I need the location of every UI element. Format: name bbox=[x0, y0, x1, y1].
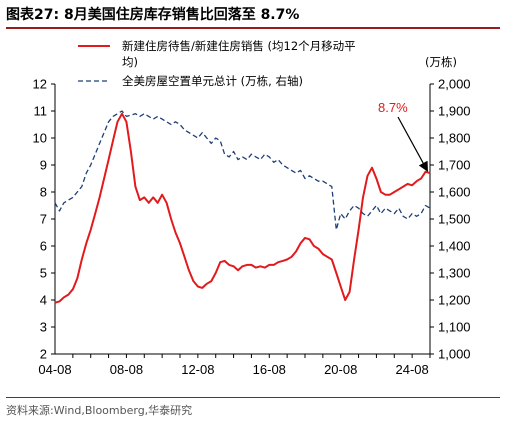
right-tick-label: 1,200 bbox=[438, 293, 471, 308]
legend-label-red-line1: 新建住房待售/新建住房销售 (均12个月移动平 bbox=[122, 39, 356, 53]
legend-label-red-line2: 均) bbox=[122, 55, 138, 69]
annotation-arrow bbox=[397, 116, 428, 172]
right-tick-label: 2,000 bbox=[438, 77, 471, 92]
right-axis-unit: (万栋) bbox=[425, 55, 457, 69]
left-tick-label: 10 bbox=[33, 131, 47, 146]
left-tick-label: 7 bbox=[40, 212, 47, 227]
left-tick-label: 9 bbox=[40, 158, 47, 173]
x-tick-label: 16-08 bbox=[253, 362, 286, 377]
right-tick-label: 1,400 bbox=[438, 239, 471, 254]
title-divider bbox=[6, 27, 500, 29]
source-note: 资料来源:Wind,Bloomberg,华泰研究 bbox=[6, 404, 193, 417]
right-tick-label: 1,700 bbox=[438, 158, 471, 173]
series-line-vacant-units bbox=[54, 110, 431, 231]
right-tick-label: 1,600 bbox=[438, 185, 471, 200]
x-tick-label: 04-08 bbox=[38, 362, 71, 377]
left-tick-label: 5 bbox=[40, 266, 47, 281]
left-tick-label: 8 bbox=[40, 185, 47, 200]
left-tick-label: 4 bbox=[40, 293, 47, 308]
left-tick-label: 12 bbox=[33, 77, 47, 92]
x-tick-label: 20-08 bbox=[324, 362, 357, 377]
right-tick-label: 1,000 bbox=[438, 347, 471, 362]
x-tick-label: 12-08 bbox=[181, 362, 214, 377]
chart-title: 图表27: 8月美国住房库存销售比回落至 8.7% bbox=[6, 7, 300, 23]
right-tick-label: 1,100 bbox=[438, 320, 471, 335]
x-tick-label: 08-08 bbox=[110, 362, 143, 377]
right-tick-label: 1,800 bbox=[438, 131, 471, 146]
series-line-inventory-ratio bbox=[54, 112, 431, 304]
right-tick-label: 1,500 bbox=[438, 212, 471, 227]
left-tick-label: 6 bbox=[40, 239, 47, 254]
left-tick-label: 11 bbox=[34, 104, 48, 119]
legend-label-blue: 全美房屋空置单元总计 (万栋, 右轴) bbox=[122, 74, 303, 88]
right-tick-label: 1,900 bbox=[438, 104, 471, 119]
left-tick-label: 3 bbox=[40, 320, 47, 335]
right-tick-label: 1,300 bbox=[438, 266, 471, 281]
annotation-label: 8.7% bbox=[378, 100, 408, 115]
x-tick-label: 24-08 bbox=[396, 362, 429, 377]
footer-divider bbox=[6, 397, 500, 398]
left-tick-label: 2 bbox=[40, 347, 47, 362]
